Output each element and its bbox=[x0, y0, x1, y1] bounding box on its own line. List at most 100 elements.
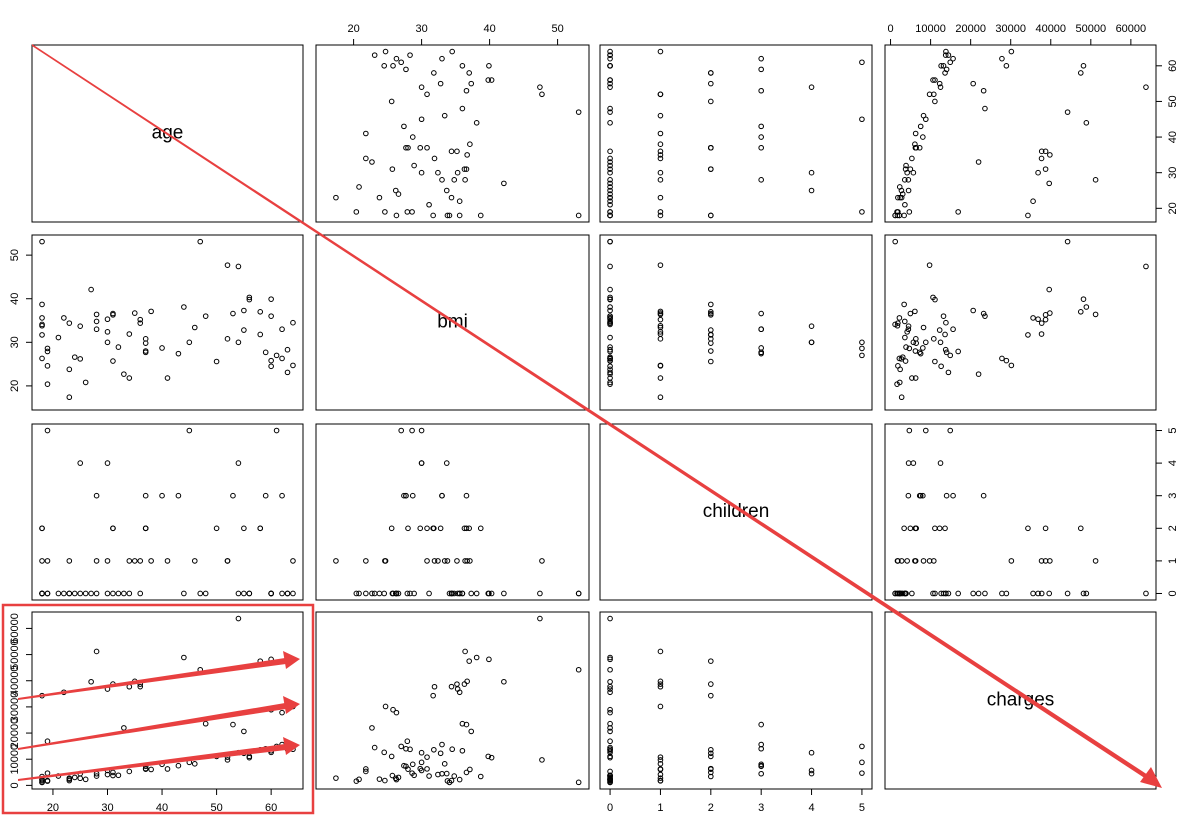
point bbox=[657, 766, 664, 773]
point bbox=[273, 352, 280, 359]
point bbox=[467, 558, 473, 564]
point bbox=[110, 310, 116, 317]
point bbox=[448, 194, 455, 201]
point bbox=[444, 212, 451, 219]
point bbox=[466, 525, 472, 532]
panel-frame bbox=[884, 44, 1157, 223]
y-tick-label: 30 bbox=[9, 336, 21, 348]
point bbox=[131, 310, 138, 316]
point bbox=[932, 98, 938, 105]
point bbox=[66, 366, 73, 373]
point bbox=[945, 369, 952, 376]
point bbox=[607, 304, 613, 310]
point bbox=[241, 728, 247, 735]
point bbox=[66, 590, 73, 597]
point bbox=[467, 766, 473, 773]
point bbox=[441, 558, 448, 564]
point bbox=[970, 307, 976, 314]
point bbox=[607, 363, 613, 370]
point bbox=[451, 590, 458, 597]
panel-frame bbox=[599, 611, 873, 790]
y-tick-label: 40000 bbox=[9, 665, 21, 696]
point bbox=[501, 678, 507, 685]
point bbox=[943, 349, 950, 356]
point bbox=[942, 70, 948, 76]
point bbox=[381, 63, 387, 69]
point bbox=[1080, 296, 1087, 302]
point bbox=[93, 590, 100, 597]
point bbox=[390, 63, 396, 69]
point bbox=[930, 294, 936, 301]
point bbox=[905, 187, 912, 194]
point bbox=[945, 52, 952, 58]
x-tick-label: 30 bbox=[415, 23, 427, 35]
point bbox=[121, 725, 127, 731]
y-tick-label: 50 bbox=[9, 249, 21, 261]
point bbox=[363, 766, 369, 772]
point bbox=[932, 77, 938, 83]
point bbox=[607, 768, 613, 775]
point bbox=[241, 307, 247, 314]
point bbox=[459, 747, 466, 754]
point bbox=[1064, 109, 1071, 115]
point bbox=[448, 148, 455, 155]
point bbox=[488, 754, 495, 761]
point bbox=[999, 355, 1005, 362]
point bbox=[446, 779, 453, 786]
point bbox=[607, 354, 613, 360]
point bbox=[104, 771, 111, 778]
point bbox=[657, 375, 664, 381]
y-tick-label: 30000 bbox=[9, 692, 21, 723]
point bbox=[1077, 308, 1084, 315]
point bbox=[657, 757, 664, 763]
x-tick-label: 60000 bbox=[1116, 23, 1147, 35]
point bbox=[175, 492, 182, 499]
point bbox=[1042, 316, 1049, 323]
point bbox=[398, 427, 404, 434]
panel-frame bbox=[599, 423, 873, 601]
point bbox=[501, 180, 507, 187]
point bbox=[164, 375, 171, 381]
point bbox=[392, 187, 399, 194]
point bbox=[859, 352, 865, 359]
point bbox=[926, 91, 933, 98]
point bbox=[430, 692, 436, 699]
x-tick-label: 40 bbox=[156, 802, 168, 814]
point bbox=[607, 656, 613, 663]
point bbox=[137, 590, 144, 597]
point bbox=[1042, 525, 1049, 532]
point bbox=[431, 558, 438, 564]
point bbox=[417, 525, 424, 532]
point bbox=[405, 525, 411, 532]
point bbox=[926, 262, 933, 268]
x-tick-label: 60 bbox=[265, 802, 277, 814]
y-tick-label: 50 bbox=[1167, 95, 1179, 107]
point bbox=[262, 492, 269, 499]
point bbox=[607, 313, 613, 319]
point bbox=[1092, 311, 1099, 318]
point bbox=[224, 558, 231, 564]
point bbox=[943, 48, 949, 55]
point bbox=[657, 754, 664, 760]
point bbox=[39, 525, 45, 532]
point bbox=[82, 776, 89, 783]
point bbox=[409, 492, 416, 499]
point bbox=[181, 590, 187, 597]
point bbox=[104, 558, 111, 564]
point bbox=[607, 148, 613, 155]
point bbox=[901, 212, 907, 219]
point bbox=[607, 55, 613, 62]
point bbox=[905, 460, 912, 466]
point bbox=[241, 590, 247, 597]
point bbox=[443, 770, 450, 777]
point bbox=[486, 63, 492, 69]
point bbox=[137, 316, 144, 323]
point bbox=[912, 130, 919, 137]
point bbox=[363, 768, 369, 775]
point bbox=[142, 336, 149, 342]
y-tick-label: 0 bbox=[9, 782, 21, 788]
point bbox=[607, 80, 613, 87]
point bbox=[808, 749, 815, 756]
point bbox=[657, 703, 664, 710]
diagonal-arrow-head bbox=[1140, 767, 1162, 788]
